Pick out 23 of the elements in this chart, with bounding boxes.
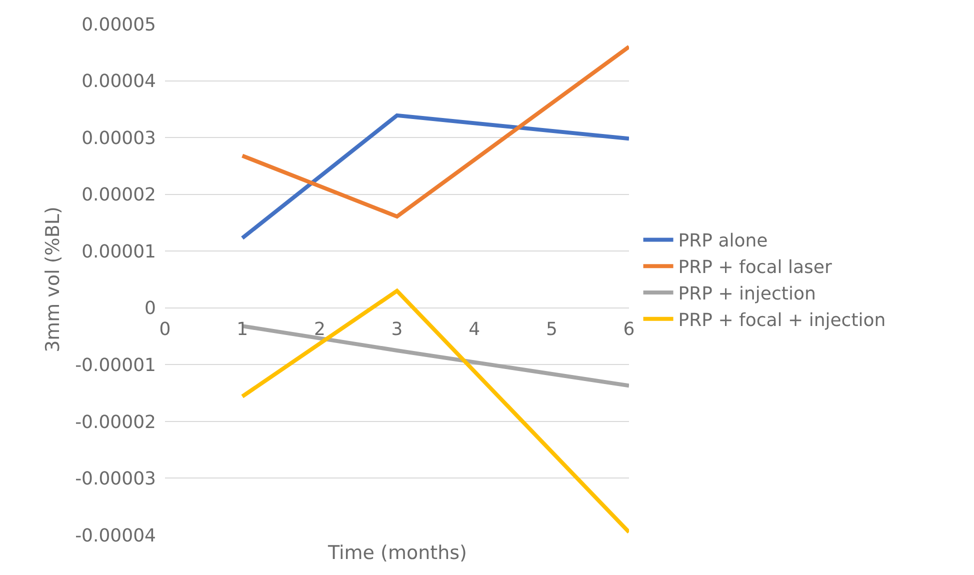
x-tick-label: 0 bbox=[159, 318, 171, 340]
x-axis-title: Time (months) bbox=[327, 542, 467, 564]
y-tick-label: -0.00004 bbox=[75, 525, 156, 546]
x-tick-label: 3 bbox=[391, 318, 403, 340]
x-tick-label: 2 bbox=[314, 318, 326, 340]
y-tick-label: 0 bbox=[144, 298, 156, 320]
legend-label: PRP + focal laser bbox=[678, 257, 833, 278]
y-tick-label: -0.00003 bbox=[75, 468, 156, 490]
legend-label: PRP + focal + injection bbox=[678, 310, 886, 331]
x-tick-label: 1 bbox=[236, 318, 248, 340]
y-axis-title: 3mm vol (%BL) bbox=[42, 206, 64, 352]
x-tick-label: 4 bbox=[468, 318, 480, 340]
y-tick-label: 0.00005 bbox=[82, 14, 156, 36]
y-tick-label: -0.00001 bbox=[75, 354, 156, 376]
legend-label: PRP + injection bbox=[678, 284, 816, 305]
y-tick-label: 0.00001 bbox=[82, 241, 156, 262]
x-tick-label: 5 bbox=[546, 318, 558, 340]
y-tick-label: 0.00003 bbox=[82, 128, 156, 149]
y-tick-label: -0.00002 bbox=[75, 412, 156, 433]
legend-label: PRP alone bbox=[678, 230, 768, 252]
y-tick-label: 0.00004 bbox=[82, 71, 156, 92]
y-tick-label: 0.00002 bbox=[82, 184, 156, 206]
x-tick-label: 6 bbox=[623, 318, 635, 340]
